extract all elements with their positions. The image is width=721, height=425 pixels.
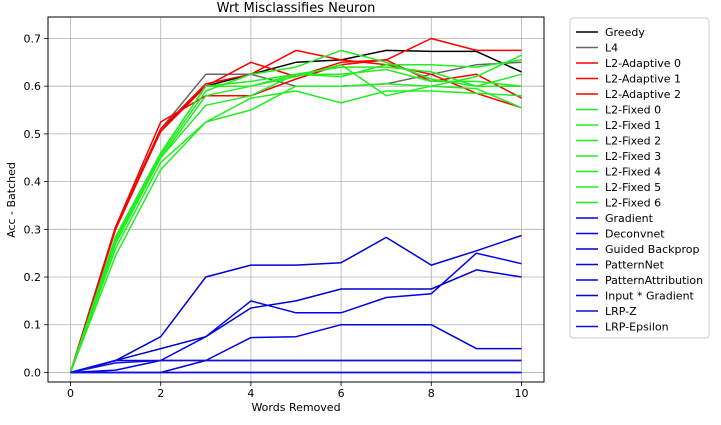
legend-item-label: PatternNet xyxy=(605,259,665,272)
chart-title: Wrt Misclassifies Neuron xyxy=(217,1,376,16)
legend-item-label: L2-Fixed 6 xyxy=(605,197,661,210)
series-lines xyxy=(69,37,522,374)
legend-item-label: L2-Adaptive 0 xyxy=(605,57,681,70)
legend-item-label: L2-Fixed 1 xyxy=(605,119,661,132)
axis-ticks: 0 2 4 6 8 10 0.0 0.1 0.2 0.3 0.4 0.5 0.6 0.7 xyxy=(24,32,529,400)
legend-item-label: L2-Adaptive 1 xyxy=(605,73,681,86)
grid-lines xyxy=(48,17,544,382)
series-line-12 xyxy=(70,234,522,374)
legend-item-label: L2-Fixed 4 xyxy=(605,166,661,179)
y-axis-label: Acc - Batched xyxy=(5,162,18,238)
legend-item-label: L2-Adaptive 2 xyxy=(605,88,681,101)
series-line-3 xyxy=(69,59,522,373)
series-line-1 xyxy=(69,61,522,373)
y-tick-label: 0.7 xyxy=(24,32,42,45)
series-line-4 xyxy=(69,49,522,373)
x-tick-label: 8 xyxy=(428,387,435,400)
legend-item-label: LRP-Epsilon xyxy=(605,321,669,334)
x-tick-label: 4 xyxy=(247,387,254,400)
y-tick-label: 0.5 xyxy=(24,128,42,141)
legend-item-label: Deconvnet xyxy=(605,228,665,241)
series-line-8 xyxy=(69,66,522,373)
legend-item-label: Input * Gradient xyxy=(605,290,695,303)
legend: Greedy L4 L2-Adaptive 0 L2-Adaptive 1 L2-Ada… xyxy=(569,17,710,339)
legend-item-label: L2-Fixed 2 xyxy=(605,135,661,148)
series-line-11 xyxy=(69,68,522,373)
y-tick-label: 0.6 xyxy=(24,80,42,93)
series-line-6 xyxy=(69,90,522,373)
series-line-7 xyxy=(69,59,522,373)
series-line-13 xyxy=(70,252,522,374)
series-line-10 xyxy=(69,63,522,373)
series-line-18 xyxy=(70,359,522,374)
plot-frame xyxy=(47,16,545,383)
y-tick-label: 0.0 xyxy=(24,366,42,379)
legend-item-label: Guided Backprop xyxy=(605,243,699,256)
x-axis-label: Words Removed xyxy=(251,401,340,414)
x-tick-label: 6 xyxy=(338,387,345,400)
series-line-5 xyxy=(69,54,522,373)
legend-item-label: Gradient xyxy=(605,212,654,225)
x-tick-label: 2 xyxy=(157,387,164,400)
legend-item-label: PatternAttribution xyxy=(605,274,703,287)
y-tick-label: 0.4 xyxy=(24,176,42,189)
legend-frame xyxy=(569,17,710,339)
legend-item-label: L2-Fixed 5 xyxy=(605,181,661,194)
legend-item-label: LRP-Z xyxy=(605,305,637,318)
legend-item-label: L2-Fixed 0 xyxy=(605,104,661,117)
legend-item-label: L4 xyxy=(605,42,618,55)
y-tick-label: 0.2 xyxy=(24,271,42,284)
series-line-14 xyxy=(70,269,522,374)
y-tick-label: 0.3 xyxy=(24,223,42,236)
y-tick-label: 0.1 xyxy=(24,319,42,332)
x-tick-label: 0 xyxy=(67,387,74,400)
series-line-2 xyxy=(69,37,522,373)
legend-item-label: L2-Fixed 3 xyxy=(605,150,661,163)
x-tick-label: 10 xyxy=(514,387,528,400)
legend-item-label: Greedy xyxy=(605,26,645,39)
